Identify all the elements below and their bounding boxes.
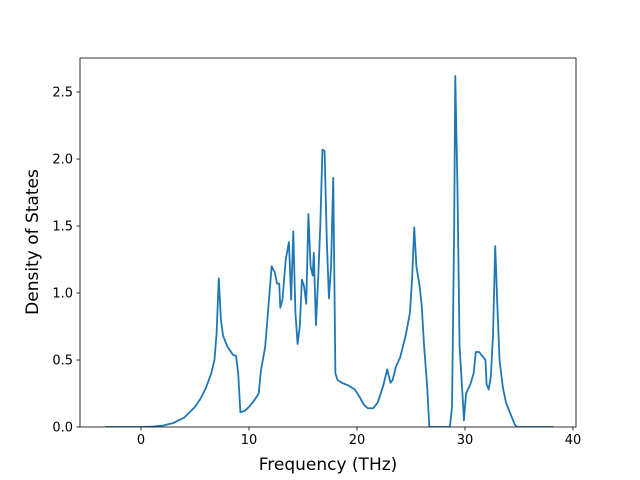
y-tick-label: 1.5	[52, 220, 73, 235]
x-tick-label: 0	[137, 433, 145, 448]
x-tick-label: 10	[241, 433, 258, 448]
y-axis-label: Density of States	[23, 169, 43, 315]
x-tick-label: 20	[349, 433, 366, 448]
y-tick-label: 0.0	[52, 421, 73, 436]
y-tick-label: 2.5	[52, 86, 73, 101]
x-tick-label: 30	[457, 433, 474, 448]
y-tick-label: 1.0	[52, 287, 73, 302]
plot-frame	[79, 57, 577, 428]
y-tick-label: 0.5	[52, 354, 73, 369]
x-tick-label: 40	[565, 433, 582, 448]
data-line	[105, 75, 554, 427]
y-tick-label: 2.0	[52, 153, 73, 168]
x-axis-label: Frequency (THz)	[259, 455, 398, 475]
